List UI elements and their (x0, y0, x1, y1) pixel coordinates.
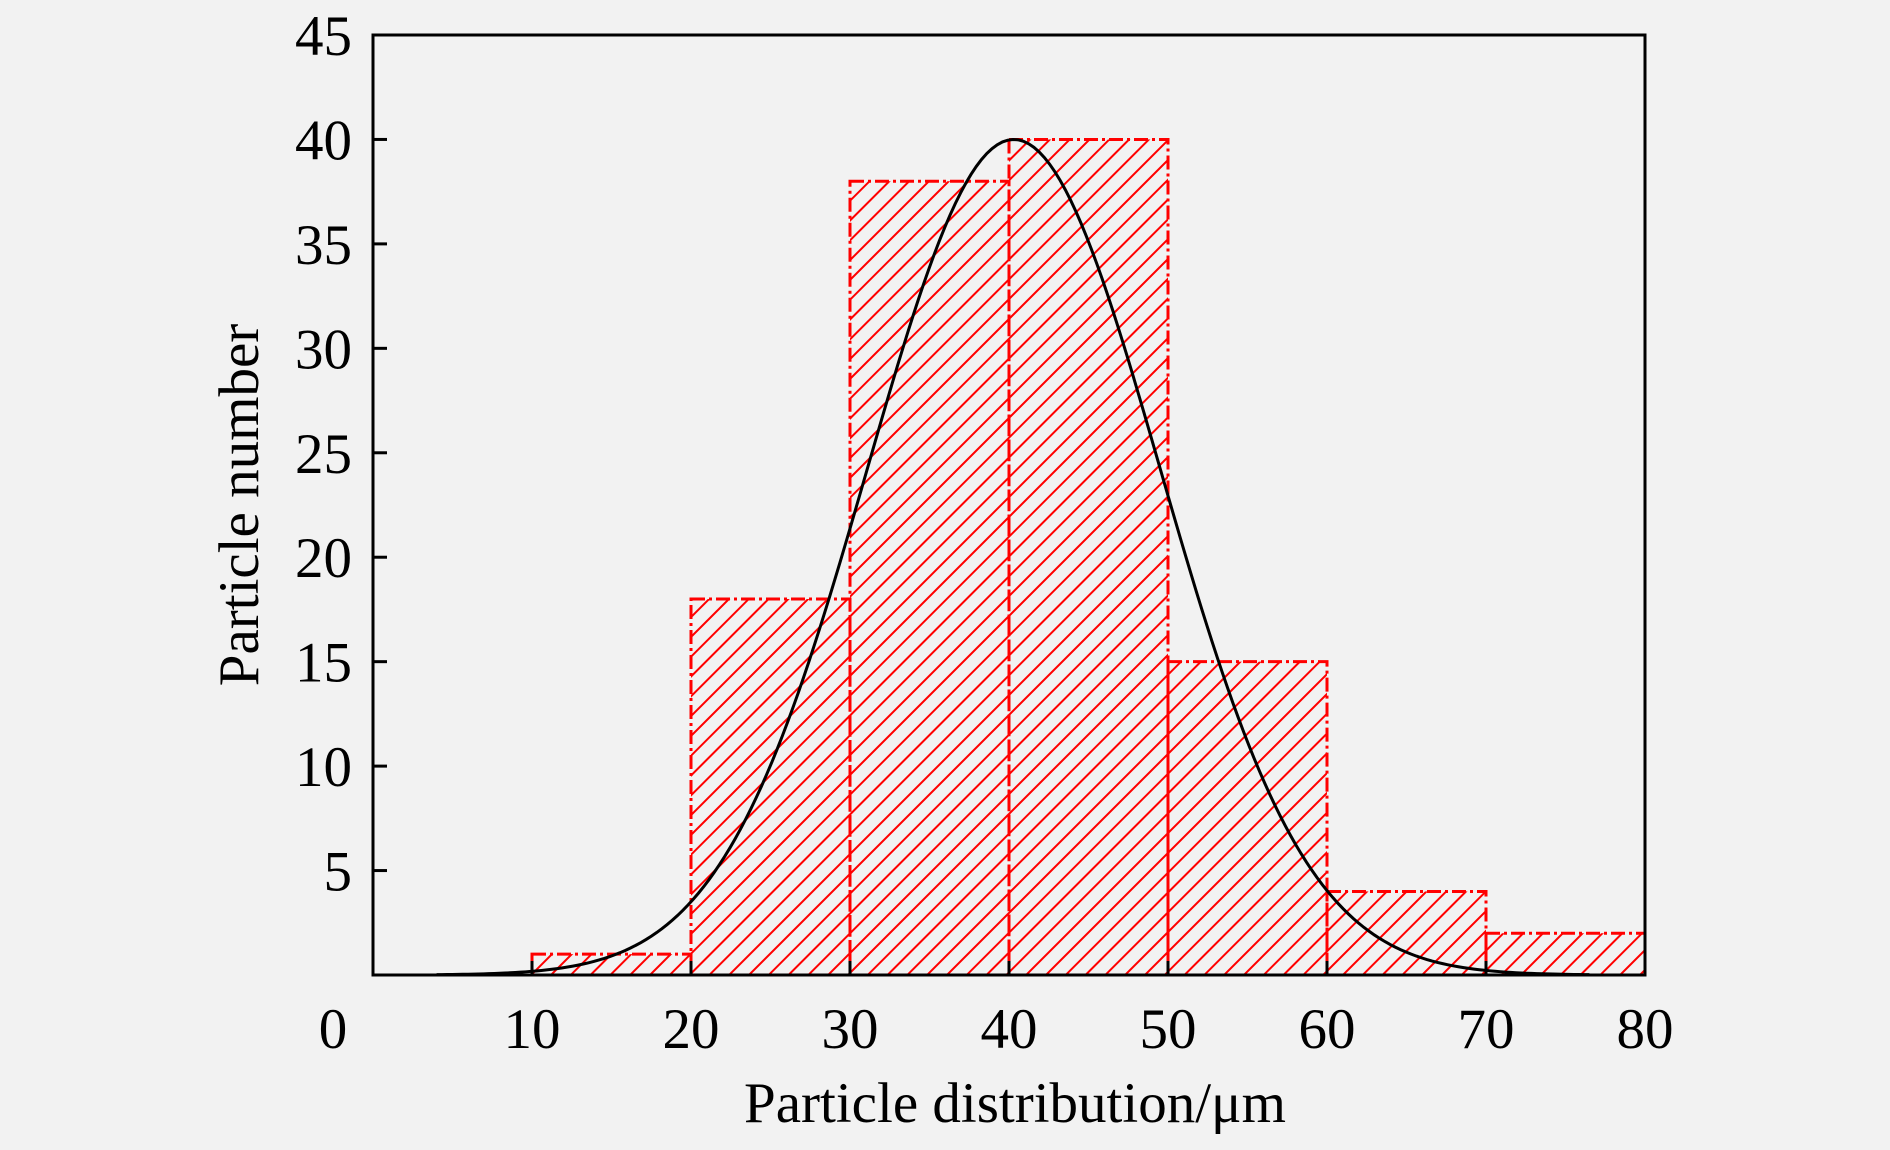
x-tick-label: 0 (319, 998, 348, 1061)
y-tick-label: 15 (295, 632, 352, 695)
y-tick-label: 10 (295, 736, 352, 799)
y-tick-label: 45 (295, 5, 352, 68)
histogram-bar-70-80 (1484, 931, 1647, 977)
y-tick-label: 35 (295, 214, 352, 277)
x-tick-label: 20 (663, 998, 720, 1061)
x-tick-label: 40 (981, 998, 1038, 1061)
y-tick-label: 30 (295, 318, 352, 381)
x-tick-label: 80 (1617, 998, 1674, 1061)
histogram-bar-60-70 (1325, 889, 1488, 977)
x-tick-label: 70 (1458, 998, 1515, 1061)
y-tick-label: 20 (295, 527, 352, 590)
y-tick-label: 5 (324, 841, 353, 904)
x-tick-label: 10 (504, 998, 561, 1061)
y-tick-label: 40 (295, 109, 352, 172)
y-axis-title: Particle number (208, 324, 271, 686)
x-axis-title: Particle distribution/μm (744, 1072, 1286, 1135)
histogram-bar-20-30 (689, 597, 852, 977)
histogram-bar-30-40 (848, 179, 1011, 977)
y-axis-ticks: 5 10 15 20 25 30 35 40 45 (295, 5, 387, 904)
x-axis-ticks: 0 10 20 30 40 50 60 70 80 (319, 961, 1674, 1061)
x-tick-label: 60 (1299, 998, 1356, 1061)
histogram-bars (530, 137, 1647, 977)
x-tick-label: 50 (1140, 998, 1197, 1061)
y-tick-label: 25 (295, 423, 352, 486)
gaussian-fit-curve (436, 137, 1590, 977)
x-tick-label: 30 (822, 998, 879, 1061)
histogram-bar-50-60 (1166, 660, 1329, 977)
histogram-bar-40-50 (1007, 137, 1170, 977)
